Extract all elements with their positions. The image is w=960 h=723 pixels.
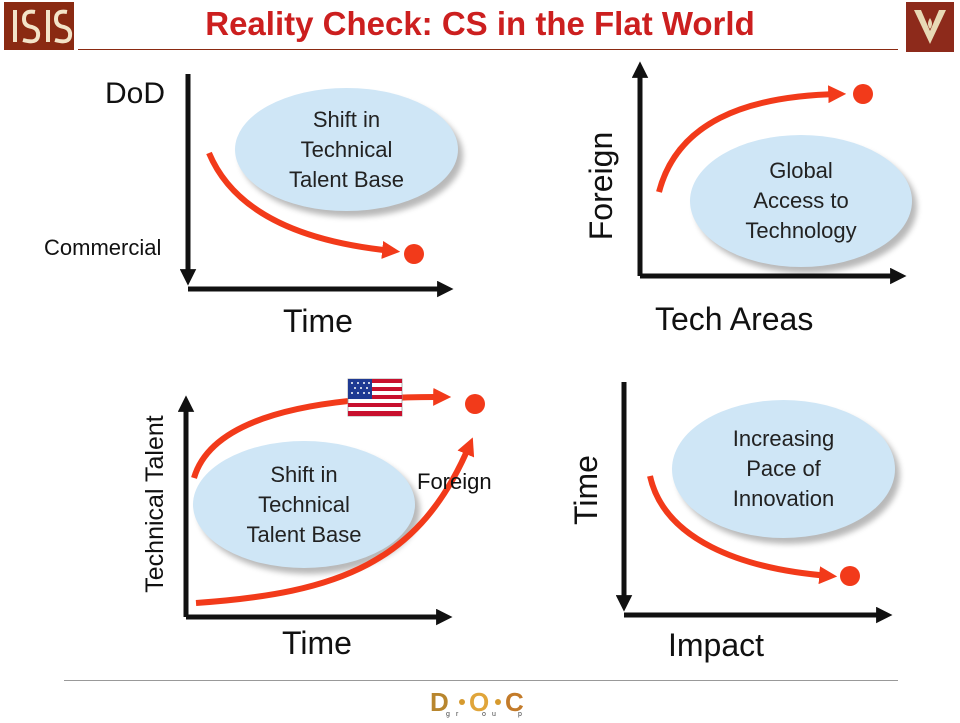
x-axis-label-impact: Impact	[668, 627, 765, 663]
bubble-line: Talent Base	[246, 521, 362, 547]
bubble-line: Access to	[753, 188, 849, 213]
bubble-line: Innovation	[732, 486, 835, 511]
bubble-line: Global	[769, 158, 833, 183]
page-title: Reality Check: CS in the Flat World	[205, 5, 755, 42]
bubble-line: Technology	[745, 218, 857, 243]
panel-pace-innovation-axes	[615, 382, 893, 624]
svg-text:r: r	[456, 711, 459, 718]
panel-dod-commercial-endpoint	[404, 244, 424, 264]
bubble-shift-talent-1: Shift in Technical Talent Base	[235, 88, 458, 211]
bubble-line: Technical	[300, 136, 393, 162]
bubble-line: Shift in	[312, 106, 381, 132]
isis-logo-icon	[4, 2, 74, 50]
footer-divider	[64, 680, 898, 681]
curve-label-foreign: Foreign	[417, 469, 492, 494]
panel-technical-talent-upper-curve	[191, 387, 452, 479]
y-axis-label-foreign: Foreign	[583, 132, 619, 241]
panel-technical-talent-endpoint	[465, 394, 485, 414]
y-axis-label-time: Time	[568, 455, 604, 525]
panel-foreign-tech-axes	[631, 61, 907, 285]
y-axis-label-technical-talent: Technical Talent	[141, 415, 169, 592]
svg-text:u: u	[492, 711, 496, 718]
vanderbilt-oak-leaf-glyph	[914, 10, 946, 44]
bubble-global-access: Global Access to Technology	[690, 135, 912, 267]
vanderbilt-oak-leaf-icon	[906, 2, 954, 52]
y-axis-bottom-label-commercial: Commercial	[44, 235, 162, 260]
x-axis-label-time-1: Time	[283, 303, 353, 339]
svg-text:p: p	[518, 711, 522, 718]
panel-pace-innovation-curve	[647, 475, 838, 585]
panel-dod-commercial-axes	[179, 74, 454, 298]
header-divider	[78, 49, 898, 50]
x-axis-label-time-2: Time	[282, 625, 352, 661]
panel-pace-innovation-endpoint	[840, 566, 860, 586]
bubble-pace-innovation: Increasing Pace of Innovation	[672, 400, 895, 538]
svg-text:D: D	[430, 687, 449, 717]
bubble-shift-talent-2: Shift in Technical Talent Base	[193, 441, 415, 568]
svg-text:O: O	[469, 687, 489, 717]
x-axis-label-tech-areas: Tech Areas	[655, 301, 814, 337]
doc-group-logo-icon: D O C g r o u p	[428, 686, 536, 718]
doc-group-logo-glyphs: D O C g r o u p	[430, 687, 524, 718]
panel-technical-talent-axes	[177, 395, 453, 626]
svg-text:C: C	[505, 687, 524, 717]
bubble-line: Increasing	[732, 426, 835, 451]
panel-dod-commercial-curve	[206, 151, 401, 259]
svg-text:g: g	[446, 711, 450, 718]
panel-foreign-tech-curve	[656, 85, 847, 193]
bubble-line: Talent Base	[289, 166, 404, 192]
y-axis-top-label-dod: DoD	[105, 77, 166, 110]
bubble-line: Technical	[258, 491, 350, 517]
svg-text:o: o	[482, 711, 486, 718]
panel-technical-talent-lower-curve	[195, 437, 475, 606]
us-flag-icon	[347, 378, 403, 417]
panel-foreign-tech-endpoint	[853, 84, 873, 104]
bubble-line: Shift in	[270, 461, 338, 487]
isis-logo-glyphs	[13, 9, 73, 44]
bubble-line: Pace of	[746, 456, 821, 481]
